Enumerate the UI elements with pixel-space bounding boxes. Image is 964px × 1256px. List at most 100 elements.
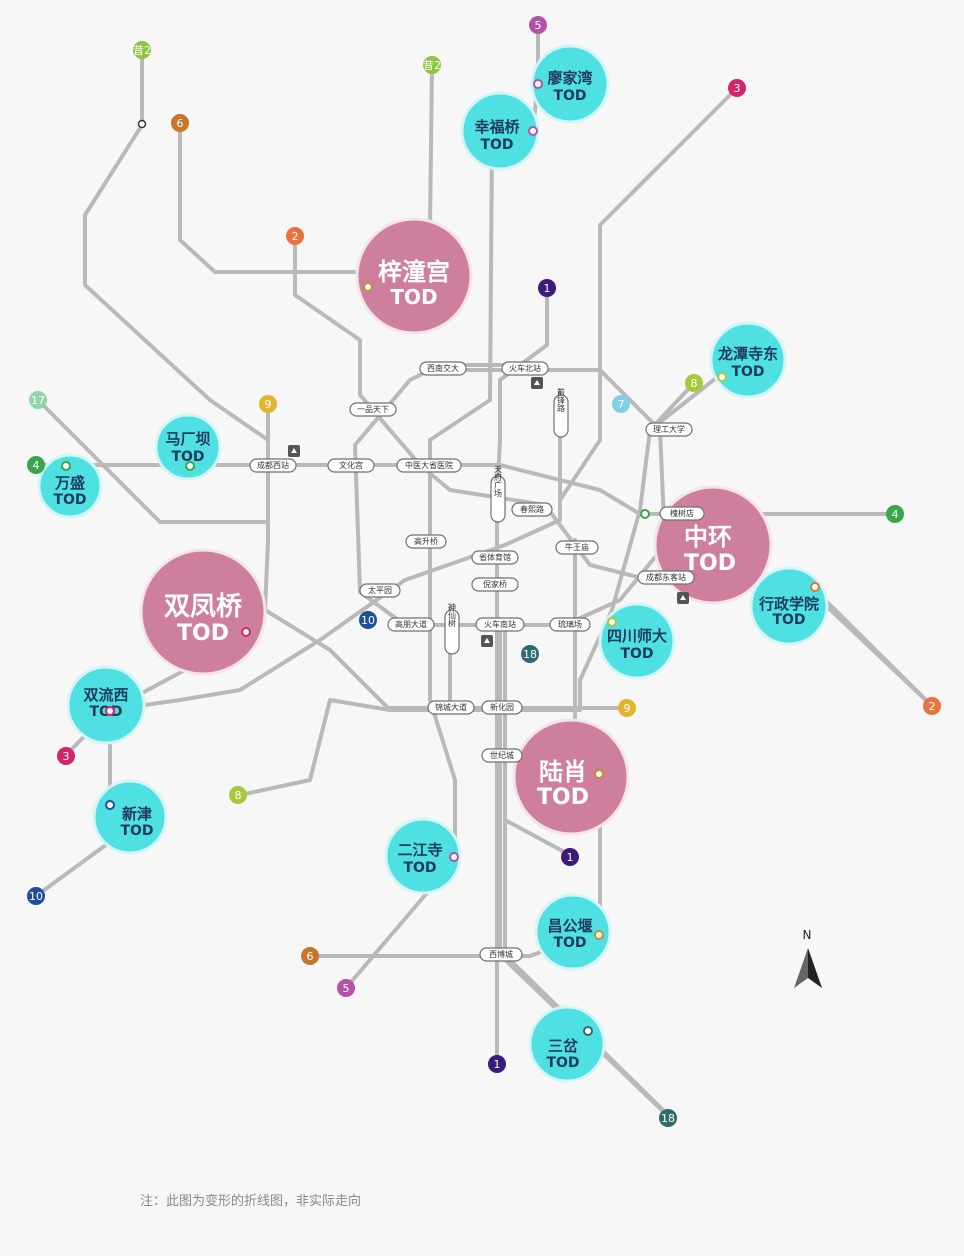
tod-name: 双凤桥: [164, 592, 243, 622]
station-gaopengdadao[interactable]: 高朋大道: [387, 617, 435, 632]
tod-name: 二江寺: [397, 841, 442, 859]
station-taipingyuan[interactable]: 太平园: [359, 583, 401, 598]
line-badge-b5-top[interactable]: 5: [529, 16, 547, 34]
line-badge-b-shi2-a[interactable]: 昔2: [133, 41, 151, 59]
badge-circle: [538, 279, 556, 297]
station-yipintianxia[interactable]: 一品天下: [349, 402, 397, 417]
station-nijiaqiao[interactable]: 倪家桥: [471, 577, 519, 592]
tod-suffix: TOD: [177, 621, 229, 646]
line-badge-b9-top[interactable]: 9: [259, 395, 277, 413]
station-jinchengdadao[interactable]: 锦城大道: [427, 700, 475, 715]
station-label: 理工大学: [653, 424, 685, 434]
station-ligongdaxue[interactable]: 理工大学: [645, 422, 693, 437]
line-badge-b1-top[interactable]: 1: [538, 279, 556, 297]
tod-circle: [530, 44, 610, 124]
tod-cyan-group: 廖家湾 TOD 幸福桥 TOD 龙潭寺东 TOD 马厂坝 TOD 万盛 TOD …: [37, 44, 829, 1083]
badge-circle: [659, 1109, 677, 1127]
tod-xinjin[interactable]: 新津 TOD: [92, 779, 168, 855]
tod-maguangba[interactable]: 马厂坝 TOD: [154, 413, 222, 481]
station-chunxilu[interactable]: 春熙路: [511, 502, 553, 517]
tod-liaojiawan[interactable]: 廖家湾 TOD: [530, 44, 610, 124]
line-badge-b2-right[interactable]: 2: [923, 697, 941, 715]
line-badge-b10-mid[interactable]: 10: [359, 611, 377, 629]
station-tianfuguangchang[interactable]: 天府广场: [490, 465, 506, 523]
badge-circle: [685, 374, 703, 392]
badge-number: 18: [523, 648, 537, 661]
station-wenhuagong[interactable]: 文化宫: [327, 458, 375, 473]
line-badge-b7[interactable]: 7: [612, 395, 630, 413]
compass-label: N: [802, 928, 812, 942]
line-badge-b18-mid[interactable]: 18: [521, 645, 539, 663]
line-inner-e: [648, 373, 722, 432]
badge-circle: [259, 395, 277, 413]
line-badge-b1-mid[interactable]: 1: [561, 848, 579, 866]
station-huaishudian[interactable]: 槐树店: [659, 506, 705, 521]
line-badge-b2-top[interactable]: 2: [286, 227, 304, 245]
station-huochenanzhan[interactable]: 火车南站: [475, 617, 525, 632]
line-badge-b6-bottom[interactable]: 6: [301, 947, 319, 965]
line-badge-b18-bottom[interactable]: 18: [659, 1109, 677, 1127]
line-1-main: [495, 286, 549, 1066]
tod-wansheng[interactable]: 万盛 TOD: [37, 453, 103, 519]
tod-shuangfengqiao[interactable]: 双凤桥 TOD: [139, 548, 267, 676]
tod-changgongyan[interactable]: 昌公堰 TOD: [534, 893, 612, 971]
station-label: 省体育馆: [479, 552, 511, 562]
line-badge-b8-left[interactable]: 8: [229, 786, 247, 804]
train-station-icon: [481, 635, 493, 647]
station-shengtiyuguan[interactable]: 省体育馆: [471, 550, 519, 565]
station-niuwangmiao[interactable]: 牛王庙: [555, 540, 599, 555]
station-xibocheng[interactable]: 西博城: [479, 947, 523, 962]
tod-name: 行政学院: [758, 595, 819, 613]
station-shijicheng[interactable]: 世纪城: [481, 748, 523, 763]
station-shilihuapu[interactable]: 琉璃场: [549, 617, 591, 632]
tod-xingfuqiao[interactable]: 幸福桥 TOD: [460, 91, 540, 171]
badge-circle: [423, 56, 441, 74]
line-badge-b3-top[interactable]: 3: [728, 79, 746, 97]
vertical-label: 神仙树: [448, 602, 457, 628]
station-zhongyidasheng[interactable]: 中医大省医院: [396, 458, 462, 473]
line-badge-b3-left[interactable]: 3: [57, 747, 75, 765]
tod-shuangliuxi[interactable]: 双流西 TOD: [66, 665, 146, 745]
station-dot: [105, 706, 115, 716]
station-chengduxizhan[interactable]: 成都西站: [249, 458, 297, 473]
line-badge-b4-right[interactable]: 4: [886, 505, 904, 523]
line-badge-b6-top[interactable]: 6: [171, 114, 189, 132]
tod-sichuanshida[interactable]: 四川师大 TOD: [598, 602, 676, 680]
tod-suffix: TOD: [772, 612, 805, 628]
station-xinhuayuan[interactable]: 新化园: [481, 700, 523, 715]
tod-suffix: TOD: [120, 823, 153, 839]
tod-suffix: TOD: [553, 88, 586, 104]
station-xinanjiaoda[interactable]: 西南交大: [419, 361, 467, 376]
line-badge-b9-right[interactable]: 9: [618, 699, 636, 717]
badge-circle: [618, 699, 636, 717]
tod-suffix: TOD: [403, 860, 436, 876]
line-badge-b10-bottom[interactable]: 10: [27, 887, 45, 905]
station-dot: [810, 582, 820, 592]
line-badge-b5-bottom[interactable]: 5: [337, 979, 355, 997]
tod-xingzhengxueyuan[interactable]: 行政学院 TOD: [749, 566, 829, 646]
tod-zhonghuan[interactable]: 中环 TOD: [653, 485, 773, 605]
stations-group: 西南交大 火车北站 一品天下 成都西站 文化宫 中医大省医院 理工大学 槐树店 …: [249, 361, 705, 962]
tod-zitonggong[interactable]: 梓潼宫 TOD: [355, 217, 473, 335]
tod-longtansidong[interactable]: 龙潭寺东 TOD: [709, 321, 787, 399]
tod-circle: [66, 665, 146, 745]
line-badge-b-shi2-b[interactable]: 昔2: [423, 56, 441, 74]
station-qianfenglu[interactable]: 前锋路: [553, 387, 569, 438]
line-badge-b8-top[interactable]: 8: [685, 374, 703, 392]
station-dot: [185, 461, 195, 471]
line-badge-b17[interactable]: 17: [29, 391, 47, 409]
badge-number: 4: [33, 459, 40, 472]
tod-sancha[interactable]: 三岔 TOD: [528, 1005, 606, 1083]
station-huochebeizhan[interactable]: 火车北站: [501, 361, 549, 376]
line-badge-b1-bottom[interactable]: 1: [488, 1055, 506, 1073]
tod-circle: [709, 321, 787, 399]
station-gaoshengqiao[interactable]: 高升桥: [405, 534, 447, 549]
tod-luxiao[interactable]: 陆肖 TOD: [512, 718, 630, 836]
station-chengdudongkezhan[interactable]: 成都东客站: [637, 570, 695, 585]
line-badge-b4-left[interactable]: 4: [27, 456, 45, 474]
line-17: [36, 398, 267, 524]
tod-erjiangsi[interactable]: 二江寺 TOD: [384, 817, 462, 895]
tod-suffix: TOD: [390, 285, 437, 309]
station-shenxianshu[interactable]: 神仙树: [444, 602, 460, 655]
